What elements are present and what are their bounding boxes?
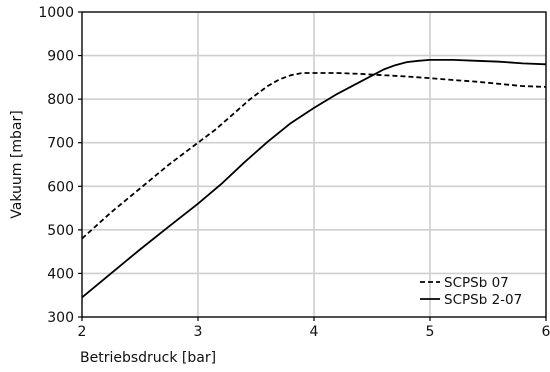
x-tick-label: 6 xyxy=(542,324,550,340)
x-tick-label: 3 xyxy=(194,324,203,340)
y-axis-title: Vakuum [mbar] xyxy=(9,110,25,218)
y-tick-label: 500 xyxy=(47,223,74,239)
legend-label-scpsb-07: SCPSb 07 xyxy=(444,275,509,291)
y-tick-label: 800 xyxy=(47,92,74,108)
x-tick-label: 4 xyxy=(310,324,319,340)
x-tick-label: 2 xyxy=(78,324,87,340)
legend-label-scpsb-2-07: SCPSb 2-07 xyxy=(444,292,522,308)
grid xyxy=(81,11,547,318)
series-line-0 xyxy=(81,72,547,240)
y-tick-label: 900 xyxy=(47,49,74,65)
legend: SCPSb 07 SCPSb 2-07 xyxy=(420,275,522,308)
y-tick-label: 400 xyxy=(47,266,74,282)
ticks: 2 3 4 5 6 300 400 500 600 700 800 900 1000 xyxy=(38,5,550,340)
series-layer xyxy=(81,59,547,299)
x-tick-label: 5 xyxy=(426,324,435,340)
y-tick-label: 700 xyxy=(47,136,74,152)
x-axis-title: Betriebsdruck [bar] xyxy=(80,350,216,366)
y-tick-label: 300 xyxy=(47,310,74,326)
y-tick-label: 1000 xyxy=(38,5,74,21)
series-line-1 xyxy=(81,59,547,299)
y-tick-label: 600 xyxy=(47,179,74,195)
